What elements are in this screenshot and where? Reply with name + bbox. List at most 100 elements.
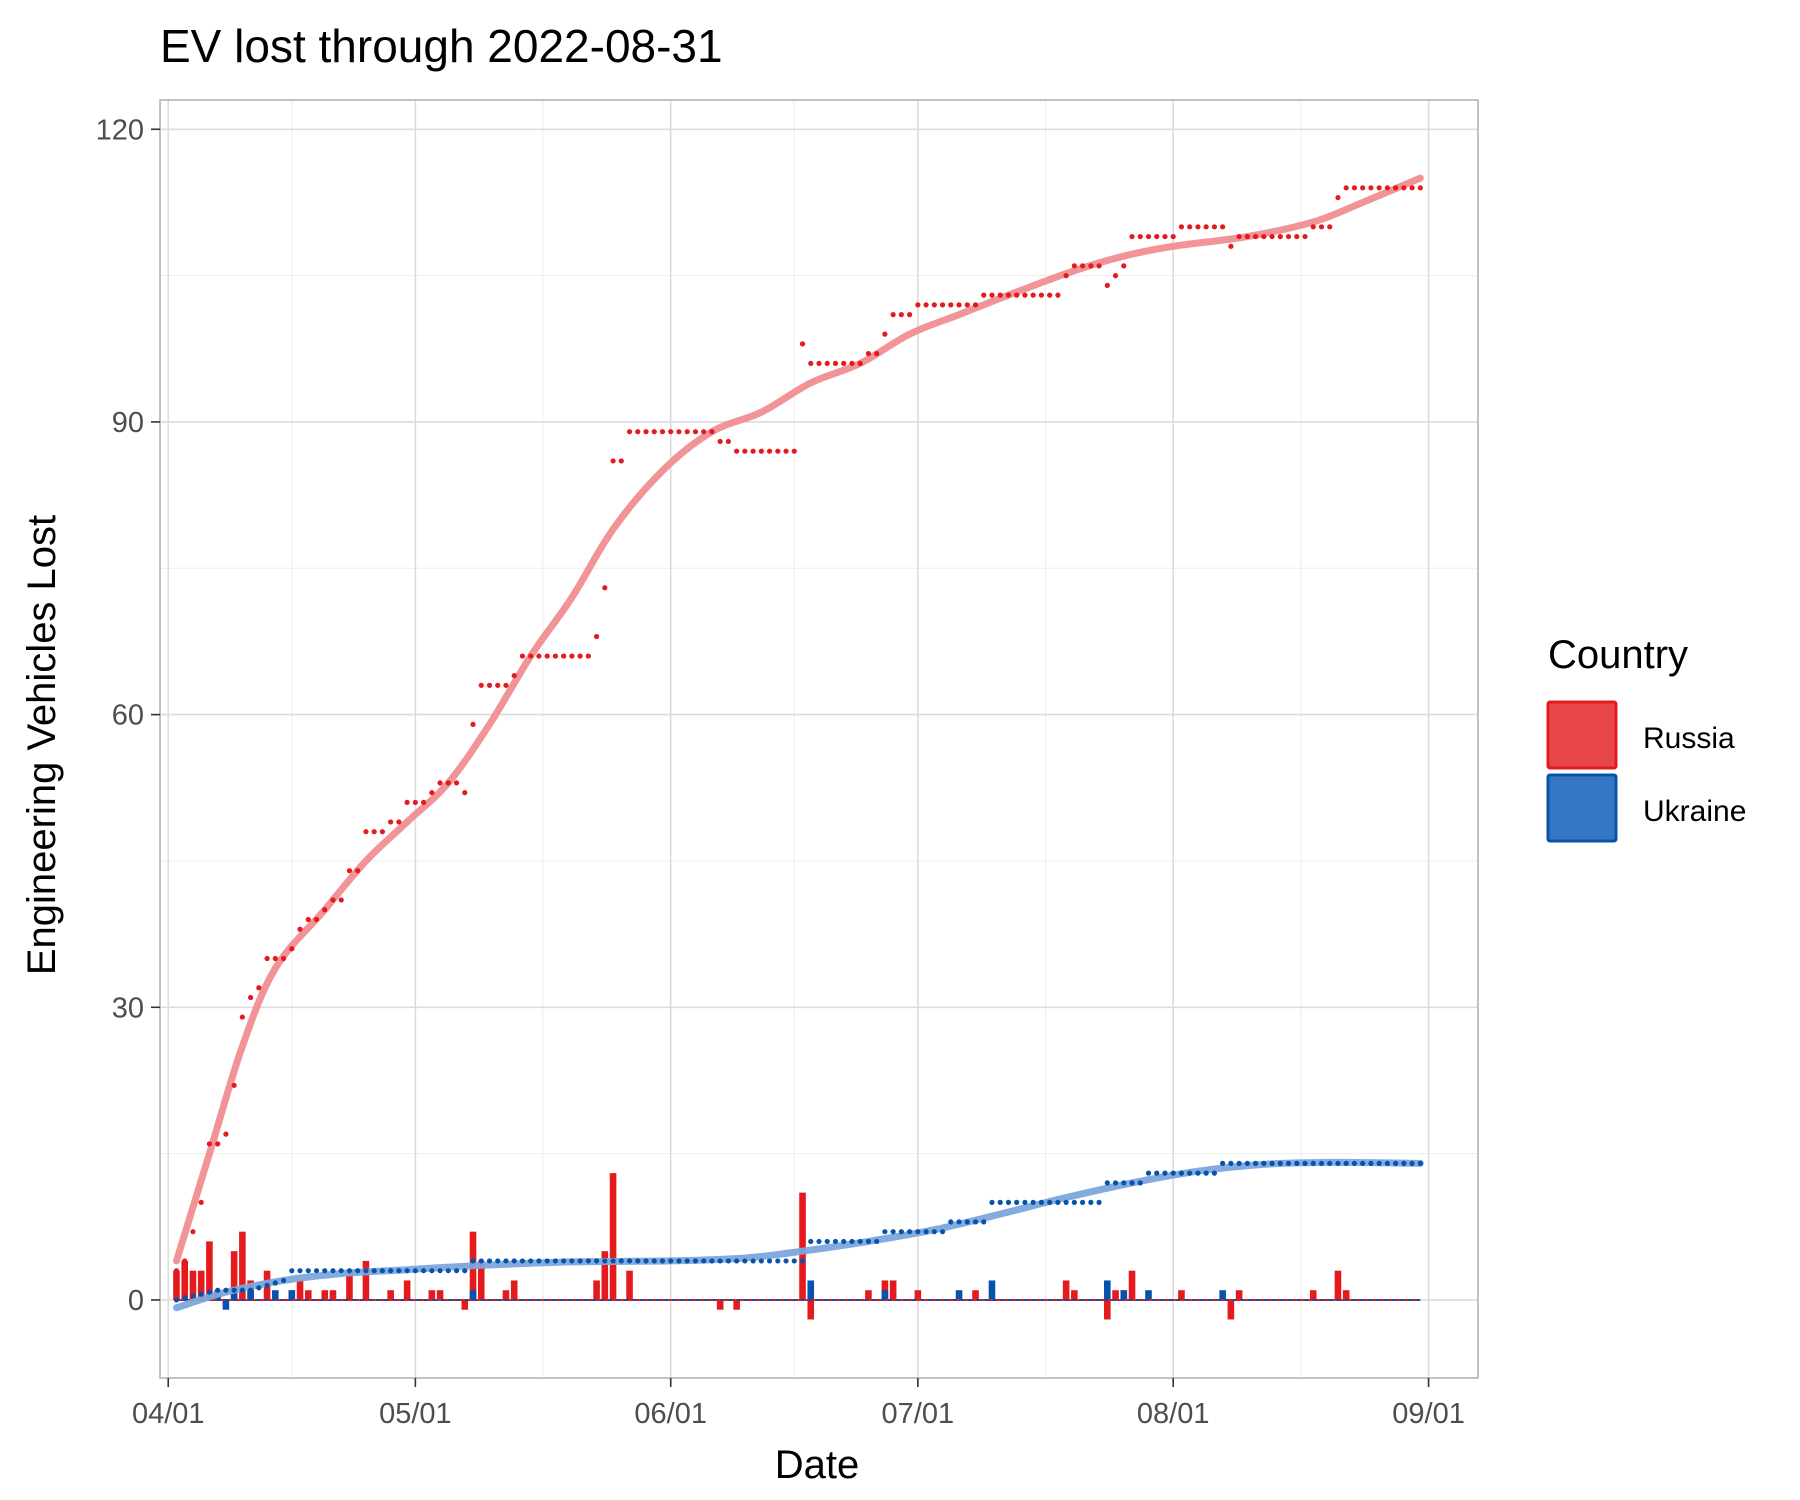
legend: Country Russia Ukraine [1546,633,1746,843]
daily-bar-russia [346,1270,353,1300]
cumulative-point-russia [503,682,509,688]
cumulative-point-ukraine [1170,1170,1176,1176]
cumulative-point-russia [1220,224,1226,230]
cumulative-point-ukraine [750,1258,756,1264]
cumulative-point-ukraine [1112,1180,1119,1186]
cumulative-point-ukraine [1211,1170,1217,1176]
cumulative-point-russia [190,1229,196,1235]
x-tick-label: 06/01 [634,1398,707,1430]
cumulative-point-russia [668,429,674,435]
cumulative-point-ukraine [173,1297,180,1303]
cumulative-point-ukraine [1376,1160,1382,1166]
daily-bar-russia [889,1280,897,1300]
y-tick-label: 120 [96,114,144,146]
daily-bar-russia [865,1290,872,1300]
daily-bar-ukraine [1104,1280,1111,1300]
cumulative-point-ukraine [1310,1160,1316,1166]
cumulative-point-ukraine [182,1295,188,1301]
cumulative-point-ukraine [981,1219,987,1225]
y-tick-label: 60 [112,700,144,732]
cumulative-point-russia [478,682,484,688]
cumulative-point-ukraine [874,1238,880,1245]
cumulative-point-ukraine [1014,1199,1020,1205]
cumulative-point-ukraine [198,1291,204,1297]
cumulative-point-ukraine [289,1268,295,1274]
cumulative-point-ukraine [1368,1160,1374,1166]
cumulative-point-russia [783,448,789,454]
cumulative-point-russia [182,1258,188,1264]
daily-bar-russia [799,1192,806,1300]
daily-bar-russia [510,1280,518,1300]
cumulative-point-ukraine [511,1258,517,1264]
cumulative-point-russia [297,926,303,932]
cumulative-point-ukraine [956,1219,962,1225]
cumulative-point-russia [972,302,979,308]
cumulative-point-russia [1104,282,1110,288]
cumulative-point-russia [248,994,254,1001]
cumulative-point-russia [1121,263,1127,269]
cumulative-point-russia [305,916,311,923]
daily-bar-ukraine [988,1280,996,1300]
daily-bar-russia [807,1299,815,1320]
cumulative-point-russia [1335,194,1341,201]
cumulative-point-ukraine [1104,1180,1110,1186]
cumulative-point-ukraine [215,1287,221,1293]
cumulative-point-ukraine [322,1268,328,1274]
daily-bar-ukraine [881,1290,889,1300]
cumulative-point-russia [371,829,377,835]
daily-bar-ukraine [1120,1290,1128,1300]
cumulative-point-ukraine [610,1258,616,1264]
cumulative-point-russia [1310,224,1316,230]
daily-bar-russia [461,1299,469,1310]
cumulative-point-ukraine [519,1258,526,1264]
cumulative-point-russia [1047,292,1053,298]
cumulative-point-russia [1368,185,1374,191]
cumulative-point-ukraine [1080,1199,1086,1205]
cumulative-point-russia [388,819,394,825]
cumulative-point-russia [1360,185,1366,191]
daily-bar-ukraine [1219,1290,1226,1300]
cumulative-point-ukraine [1401,1160,1407,1166]
cumulative-point-ukraine [313,1268,320,1274]
cumulative-point-russia [1187,224,1193,230]
cumulative-point-ukraine [1088,1199,1094,1205]
daily-bar-ukraine [469,1290,477,1300]
cumulative-point-russia [1393,185,1399,191]
legend-swatch-russia [1546,700,1618,770]
cumulative-point-russia [997,292,1003,298]
cumulative-point-ukraine [824,1238,830,1245]
cumulative-point-russia [915,302,921,308]
cumulative-point-ukraine [396,1268,402,1274]
daily-bar-russia [1227,1299,1235,1320]
cumulative-point-ukraine [791,1258,797,1264]
cumulative-point-ukraine [445,1268,451,1274]
cumulative-point-ukraine [923,1229,929,1235]
y-axis: 0 30 60 90 120 [96,114,160,1317]
cumulative-point-ukraine [223,1287,229,1293]
cumulative-point-ukraine [1187,1170,1193,1176]
cumulative-point-ukraine [684,1258,690,1264]
cumulative-point-ukraine [865,1238,872,1245]
daily-bar-russia [914,1290,922,1300]
cumulative-point-russia [511,672,517,679]
daily-bar-russia [428,1290,436,1300]
daily-bar-russia [403,1280,411,1300]
cumulative-point-russia [734,448,740,454]
cumulative-point-ukraine [1244,1160,1250,1166]
cumulative-point-russia [561,653,567,659]
cumulative-point-russia [725,438,731,445]
cumulative-point-russia [1178,224,1185,230]
cumulative-point-russia [1302,233,1308,240]
daily-bar-russia [329,1290,337,1300]
cumulative-point-ukraine [742,1258,748,1264]
cumulative-point-ukraine [404,1268,410,1274]
daily-bar-russia [1112,1290,1119,1300]
cumulative-point-ukraine [997,1199,1003,1205]
cumulative-point-ukraine [1236,1160,1242,1166]
cumulative-point-russia [610,458,616,464]
daily-bar-ukraine [288,1290,296,1300]
cumulative-point-russia [445,780,451,786]
cumulative-point-ukraine [1360,1160,1366,1166]
cumulative-point-russia [1096,263,1102,269]
cumulative-point-russia [1327,224,1333,230]
